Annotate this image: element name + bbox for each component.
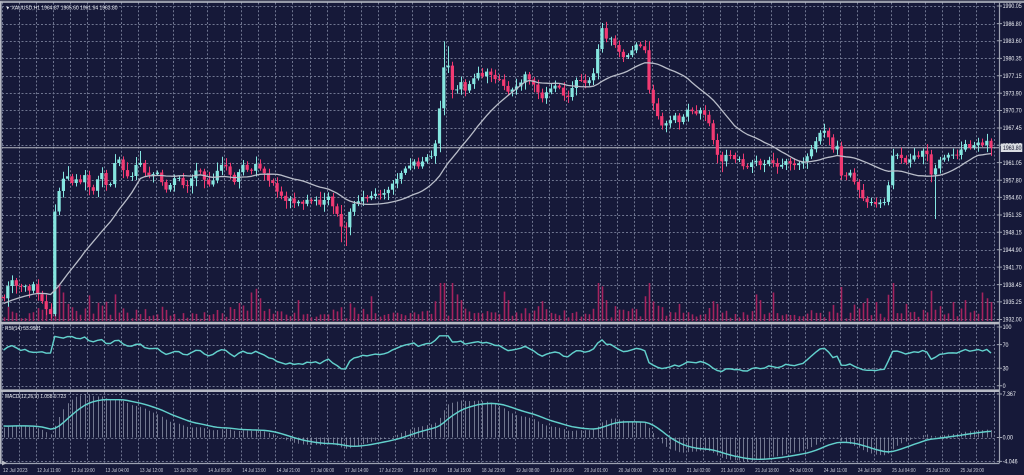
- svg-text:21 Jul 02:00: 21 Jul 02:00: [687, 468, 711, 474]
- svg-text:1980.35: 1980.35: [1003, 56, 1023, 63]
- svg-text:1951.35: 1951.35: [1003, 212, 1023, 219]
- svg-text:18 Jul 15:00: 18 Jul 15:00: [448, 468, 472, 474]
- svg-text:1954.60: 1954.60: [1003, 195, 1023, 202]
- svg-text:25 Jul 04:00: 25 Jul 04:00: [892, 468, 916, 474]
- svg-text:1973.90: 1973.90: [1003, 90, 1023, 97]
- svg-text:XAUUSD,H1 1964.87 1965.60 196: XAUUSD,H1 1964.87 1965.60 1961.94 1963.8…: [12, 5, 118, 11]
- svg-text:1935.25: 1935.25: [1003, 299, 1023, 306]
- svg-text:1990.05: 1990.05: [1003, 3, 1023, 10]
- svg-text:13 Jul 12:00: 13 Jul 12:00: [140, 468, 164, 474]
- svg-text:▼: ▼: [6, 5, 11, 10]
- svg-text:25 Jul 20:00: 25 Jul 20:00: [961, 468, 985, 474]
- svg-text:0.00: 0.00: [1003, 435, 1014, 442]
- svg-text:RSI(14) 53.9981: RSI(14) 53.9981: [5, 326, 41, 332]
- svg-text:1938.45: 1938.45: [1003, 282, 1023, 289]
- svg-text:13 Jul 04:00: 13 Jul 04:00: [106, 468, 130, 474]
- svg-text:20 Jul 09:00: 20 Jul 09:00: [619, 468, 643, 474]
- svg-text:24 Jul 11:00: 24 Jul 11:00: [824, 468, 848, 474]
- svg-text:14 Jul 05:00: 14 Jul 05:00: [208, 468, 232, 474]
- svg-text:24 Jul 19:00: 24 Jul 19:00: [858, 468, 882, 474]
- svg-text:1948.15: 1948.15: [1003, 230, 1023, 237]
- svg-text:20 Jul 01:00: 20 Jul 01:00: [584, 468, 608, 474]
- svg-text:1963.80: 1963.80: [1003, 145, 1022, 152]
- svg-text:70: 70: [1003, 342, 1009, 349]
- svg-text:13 Jul 20:00: 13 Jul 20:00: [174, 468, 198, 474]
- svg-text:1970.70: 1970.70: [1003, 108, 1023, 115]
- svg-text:1967.45: 1967.45: [1003, 125, 1023, 132]
- svg-text:7.367: 7.367: [1003, 391, 1017, 398]
- svg-text:19 Jul 08:00: 19 Jul 08:00: [516, 468, 540, 474]
- svg-text:14 Jul 21:00: 14 Jul 21:00: [277, 468, 301, 474]
- svg-text:100: 100: [1003, 324, 1012, 331]
- svg-text:19 Jul 16:00: 19 Jul 16:00: [550, 468, 574, 474]
- svg-text:18 Jul 23:00: 18 Jul 23:00: [482, 468, 506, 474]
- svg-text:17 Jul 06:00: 17 Jul 06:00: [311, 468, 335, 474]
- svg-text:1932.00: 1932.00: [1003, 317, 1023, 324]
- svg-text:1986.80: 1986.80: [1003, 21, 1023, 28]
- svg-text:0: 0: [1003, 383, 1006, 390]
- svg-text:1957.80: 1957.80: [1003, 177, 1023, 184]
- svg-text:MACD(12,26,9) 1.058 0.723: MACD(12,26,9) 1.058 0.723: [5, 394, 66, 400]
- svg-text:12 Jul 2023: 12 Jul 2023: [3, 468, 28, 474]
- svg-text:21 Jul 10:00: 21 Jul 10:00: [721, 468, 745, 474]
- svg-text:1961.05: 1961.05: [1003, 160, 1023, 167]
- svg-text:21 Jul 18:00: 21 Jul 18:00: [755, 468, 779, 474]
- svg-text:1941.70: 1941.70: [1003, 264, 1023, 271]
- svg-text:14 Jul 13:00: 14 Jul 13:00: [242, 468, 265, 474]
- svg-text:17 Jul 14:00: 17 Jul 14:00: [345, 468, 369, 474]
- svg-text:1983.60: 1983.60: [1003, 38, 1023, 45]
- svg-text:25 Jul 12:00: 25 Jul 12:00: [926, 468, 950, 474]
- svg-text:12 Jul 19:00: 12 Jul 19:00: [71, 468, 95, 474]
- svg-text:17 Jul 22:00: 17 Jul 22:00: [379, 468, 403, 474]
- svg-text:30: 30: [1003, 365, 1009, 372]
- svg-text:24 Jul 03:00: 24 Jul 03:00: [790, 468, 814, 474]
- svg-text:12 Jul 11:00: 12 Jul 11:00: [37, 468, 61, 474]
- svg-text:18 Jul 07:00: 18 Jul 07:00: [413, 468, 437, 474]
- svg-text:20 Jul 17:00: 20 Jul 17:00: [653, 468, 677, 474]
- svg-text:1977.15: 1977.15: [1003, 73, 1023, 80]
- svg-text:1944.90: 1944.90: [1003, 247, 1023, 254]
- svg-text:-4.046: -4.046: [1003, 459, 1018, 466]
